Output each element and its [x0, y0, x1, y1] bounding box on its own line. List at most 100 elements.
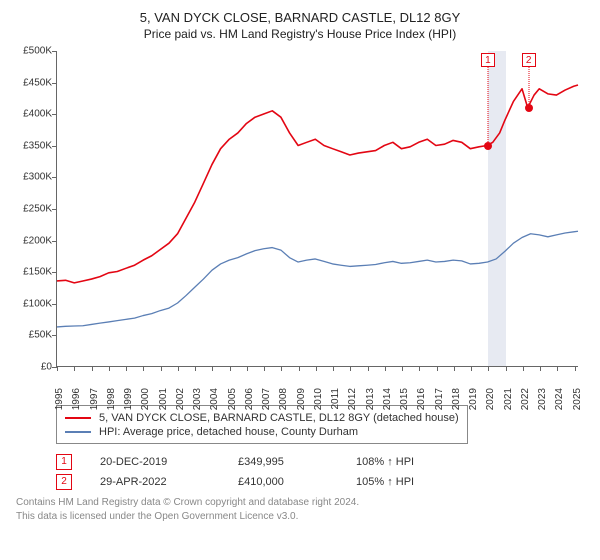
x-axis-tick — [195, 366, 196, 371]
y-axis-tick — [52, 272, 57, 273]
x-axis-tick — [488, 366, 489, 371]
x-axis-tick-label: 2009 — [296, 388, 307, 410]
x-axis-tick-label: 2001 — [158, 388, 169, 410]
x-axis-tick — [540, 366, 541, 371]
x-axis-tick — [454, 366, 455, 371]
transaction-hpi: 105% ↑ HPI — [356, 476, 414, 488]
legend-item-price-paid: 5, VAN DYCK CLOSE, BARNARD CASTLE, DL12 … — [65, 412, 459, 424]
x-axis-tick — [247, 366, 248, 371]
y-axis-tick-label: £50K — [12, 330, 52, 341]
x-axis-tick — [109, 366, 110, 371]
x-axis-tick-label: 2019 — [468, 388, 479, 410]
x-axis-tick-label: 2005 — [227, 388, 238, 410]
chart-titles: 5, VAN DYCK CLOSE, BARNARD CASTLE, DL12 … — [12, 10, 588, 41]
y-axis-tick — [52, 146, 57, 147]
x-axis-tick-label: 2018 — [451, 388, 462, 410]
x-axis-tick-label: 2000 — [140, 388, 151, 410]
y-axis-tick-label: £200K — [12, 235, 52, 246]
x-axis-tick-label: 1997 — [89, 388, 100, 410]
x-axis-tick — [333, 366, 334, 371]
x-axis-tick — [161, 366, 162, 371]
x-axis-tick-label: 2021 — [503, 388, 514, 410]
x-axis-tick-label: 2023 — [537, 388, 548, 410]
x-axis-tick — [212, 366, 213, 371]
x-axis-tick — [402, 366, 403, 371]
x-axis-tick — [523, 366, 524, 371]
x-axis-tick-label: 2006 — [244, 388, 255, 410]
transaction-date: 29-APR-2022 — [100, 476, 210, 488]
x-axis-tick-label: 1995 — [54, 388, 65, 410]
x-axis-tick — [557, 366, 558, 371]
x-axis-tick — [419, 366, 420, 371]
y-axis-tick-label: £350K — [12, 140, 52, 151]
y-axis-tick-label: £0 — [12, 362, 52, 373]
x-axis-tick-label: 2012 — [347, 388, 358, 410]
attribution-footer: Contains HM Land Registry data © Crown c… — [12, 496, 588, 523]
x-axis-tick-label: 1998 — [106, 388, 117, 410]
y-axis-tick — [52, 83, 57, 84]
x-axis-tick-label: 2020 — [485, 388, 496, 410]
transaction-flag: 2 — [522, 53, 536, 67]
point-flag-icon: 1 — [56, 454, 72, 470]
x-axis-tick-label: 2007 — [261, 388, 272, 410]
legend: 5, VAN DYCK CLOSE, BARNARD CASTLE, DL12 … — [56, 405, 468, 444]
transaction-date: 20-DEC-2019 — [100, 456, 210, 468]
x-axis-tick — [368, 366, 369, 371]
page: 5, VAN DYCK CLOSE, BARNARD CASTLE, DL12 … — [0, 0, 600, 560]
x-axis-tick — [281, 366, 282, 371]
chart-title: 5, VAN DYCK CLOSE, BARNARD CASTLE, DL12 … — [12, 10, 588, 25]
x-axis-tick-label: 2022 — [520, 388, 531, 410]
legend-label: HPI: Average price, detached house, Coun… — [99, 426, 358, 438]
y-axis-tick-label: £300K — [12, 172, 52, 183]
x-axis-tick-label: 2010 — [313, 388, 324, 410]
x-axis-tick — [506, 366, 507, 371]
x-axis-tick-label: 2008 — [278, 388, 289, 410]
chart-area: £0£50K£100K£150K£200K£250K£300K£350K£400… — [12, 47, 588, 399]
y-axis-tick-label: £400K — [12, 109, 52, 120]
x-axis-tick-label: 2025 — [572, 388, 583, 410]
x-axis-tick-label: 2024 — [554, 388, 565, 410]
series-line — [57, 231, 578, 327]
y-axis-tick — [52, 177, 57, 178]
x-axis-tick-label: 2003 — [192, 388, 203, 410]
y-axis-tick — [52, 241, 57, 242]
point-flag-icon: 2 — [56, 474, 72, 490]
x-axis-tick-label: 2011 — [330, 388, 341, 410]
table-row: 2 29-APR-2022 £410,000 105% ↑ HPI — [56, 474, 588, 490]
chart-subtitle: Price paid vs. HM Land Registry's House … — [12, 27, 588, 41]
y-axis-tick — [52, 335, 57, 336]
x-axis-tick — [57, 366, 58, 371]
y-axis-tick — [52, 304, 57, 305]
x-axis-tick-label: 2002 — [175, 388, 186, 410]
x-axis-tick — [126, 366, 127, 371]
y-axis-tick — [52, 51, 57, 52]
y-axis-tick — [52, 114, 57, 115]
x-axis-tick — [178, 366, 179, 371]
x-axis-tick-label: 2014 — [382, 388, 393, 410]
x-axis-tick — [575, 366, 576, 371]
chart-lines — [57, 51, 578, 366]
flag-stem — [528, 67, 529, 108]
y-axis-tick-label: £500K — [12, 46, 52, 57]
transaction-hpi: 108% ↑ HPI — [356, 456, 414, 468]
x-axis-tick — [385, 366, 386, 371]
y-axis-tick-label: £450K — [12, 77, 52, 88]
series-line — [57, 85, 578, 283]
y-axis-tick-label: £150K — [12, 267, 52, 278]
x-axis-tick — [143, 366, 144, 371]
y-axis-tick-label: £100K — [12, 298, 52, 309]
x-axis-tick-label: 1999 — [123, 388, 134, 410]
legend-item-hpi: HPI: Average price, detached house, Coun… — [65, 426, 459, 438]
legend-label: 5, VAN DYCK CLOSE, BARNARD CASTLE, DL12 … — [99, 412, 459, 424]
transaction-flag: 1 — [481, 53, 495, 67]
x-axis-tick-label: 2004 — [209, 388, 220, 410]
legend-swatch — [65, 417, 91, 419]
transaction-price: £349,995 — [238, 456, 328, 468]
x-axis-tick — [74, 366, 75, 371]
x-axis-tick — [471, 366, 472, 371]
footer-line: Contains HM Land Registry data © Crown c… — [16, 496, 588, 510]
plot-region: 12 — [56, 51, 578, 367]
x-axis-tick — [92, 366, 93, 371]
x-axis-tick — [264, 366, 265, 371]
x-axis-tick-label: 2015 — [399, 388, 410, 410]
